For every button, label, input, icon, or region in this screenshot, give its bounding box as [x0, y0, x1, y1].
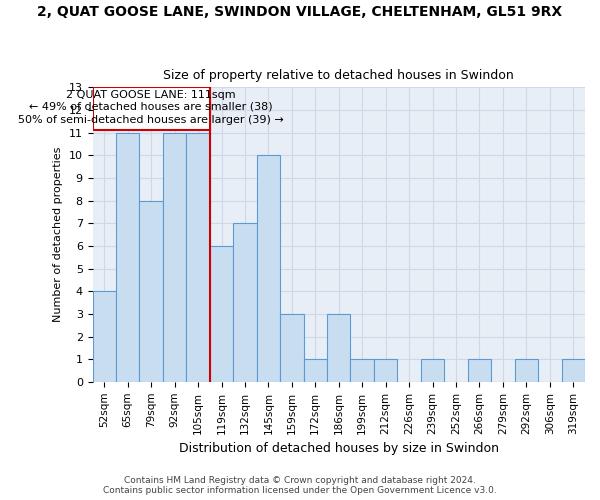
FancyBboxPatch shape	[92, 88, 210, 130]
Title: Size of property relative to detached houses in Swindon: Size of property relative to detached ho…	[163, 69, 514, 82]
Bar	[327, 314, 350, 382]
Bar	[116, 132, 139, 382]
X-axis label: Distribution of detached houses by size in Swindon: Distribution of detached houses by size …	[179, 442, 499, 455]
Bar	[187, 132, 210, 382]
Bar	[163, 132, 187, 382]
Text: 2, QUAT GOOSE LANE, SWINDON VILLAGE, CHELTENHAM, GL51 9RX: 2, QUAT GOOSE LANE, SWINDON VILLAGE, CHE…	[37, 5, 563, 19]
Y-axis label: Number of detached properties: Number of detached properties	[53, 147, 63, 322]
Bar	[210, 246, 233, 382]
Text: ← 49% of detached houses are smaller (38): ← 49% of detached houses are smaller (38…	[29, 102, 273, 112]
Text: 2 QUAT GOOSE LANE: 111sqm: 2 QUAT GOOSE LANE: 111sqm	[67, 90, 236, 101]
Bar	[374, 359, 397, 382]
Bar	[280, 314, 304, 382]
Bar	[233, 223, 257, 382]
Text: 50% of semi-detached houses are larger (39) →: 50% of semi-detached houses are larger (…	[18, 115, 284, 125]
Bar	[139, 200, 163, 382]
Bar	[468, 359, 491, 382]
Bar	[257, 156, 280, 382]
Text: Contains HM Land Registry data © Crown copyright and database right 2024.
Contai: Contains HM Land Registry data © Crown c…	[103, 476, 497, 495]
Bar	[92, 291, 116, 382]
Bar	[350, 359, 374, 382]
Bar	[515, 359, 538, 382]
Bar	[562, 359, 585, 382]
Bar	[421, 359, 444, 382]
Bar	[304, 359, 327, 382]
